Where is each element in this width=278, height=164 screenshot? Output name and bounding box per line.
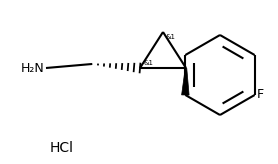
Text: &1: &1 xyxy=(166,34,176,40)
Text: F: F xyxy=(257,89,264,102)
Polygon shape xyxy=(182,68,189,95)
Text: H₂N: H₂N xyxy=(20,62,44,74)
Text: &1: &1 xyxy=(143,60,153,66)
Text: HCl: HCl xyxy=(50,141,74,155)
